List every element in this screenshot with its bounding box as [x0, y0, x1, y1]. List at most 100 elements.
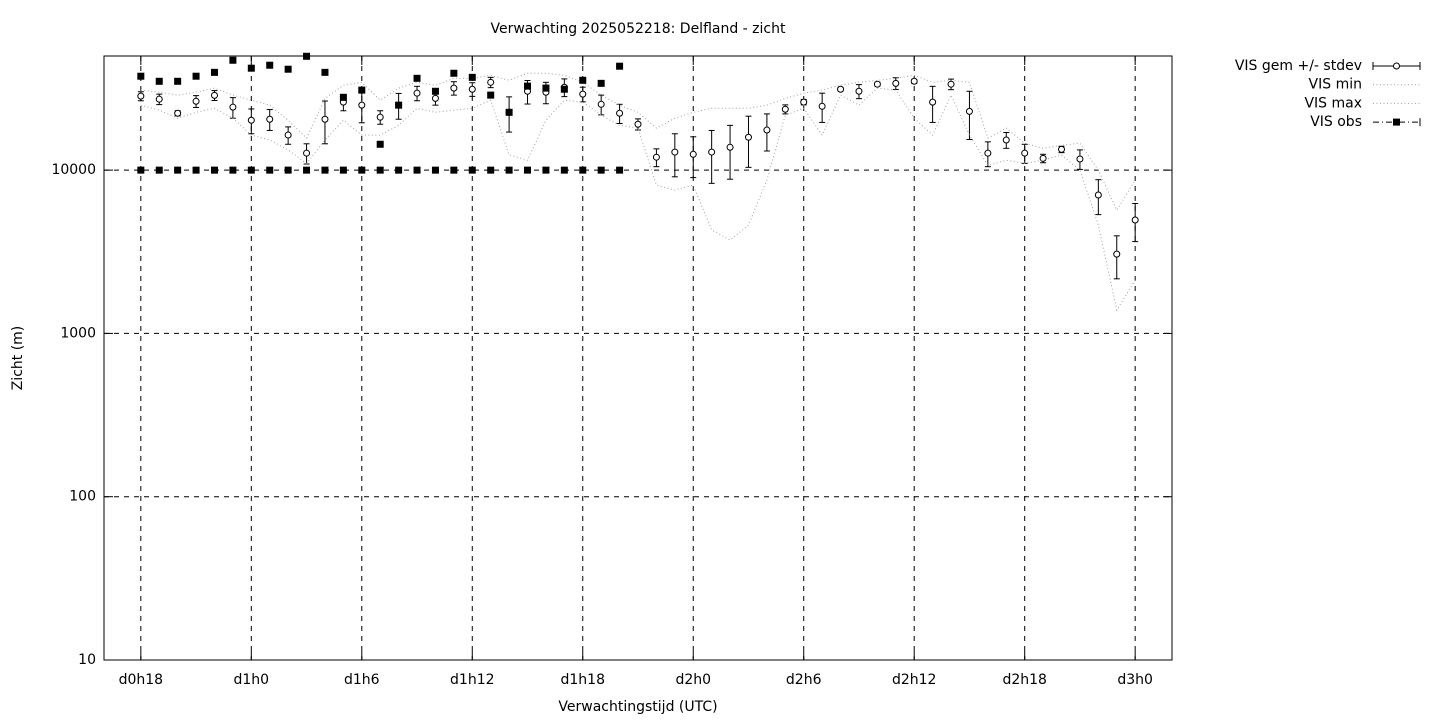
- point: [560, 166, 568, 174]
- point: [873, 80, 881, 88]
- point: [1058, 145, 1066, 153]
- point: [321, 115, 329, 123]
- legend-swatch: [1393, 118, 1400, 126]
- point: [781, 105, 789, 113]
- point: [1131, 216, 1139, 224]
- point: [431, 87, 439, 95]
- point: [505, 108, 513, 116]
- x-tick-label: d3h0: [1117, 672, 1153, 688]
- point: [579, 166, 587, 174]
- point: [247, 64, 255, 72]
- series-line: [140, 87, 1136, 312]
- point: [376, 166, 384, 174]
- point: [284, 65, 292, 73]
- point: [155, 166, 163, 174]
- point: [763, 126, 771, 134]
- point: [800, 98, 808, 106]
- point: [1039, 154, 1047, 162]
- point: [1076, 155, 1084, 163]
- point: [1002, 136, 1010, 144]
- point: [321, 68, 329, 76]
- x-tick-label: d1h12: [450, 672, 494, 688]
- x-tick-label: d1h0: [234, 672, 270, 688]
- point: [431, 94, 439, 102]
- point: [303, 149, 311, 157]
- y-tick-label: 100: [69, 489, 96, 505]
- point: [174, 166, 182, 174]
- point: [487, 78, 495, 86]
- point: [155, 95, 163, 103]
- point: [450, 69, 458, 77]
- x-axis-label: Verwachtingstijd (UTC): [558, 699, 717, 715]
- series-line: [140, 72, 1136, 212]
- legend-label: VIS obs: [1310, 114, 1362, 130]
- point: [192, 97, 200, 105]
- point: [137, 72, 145, 80]
- point: [395, 101, 403, 109]
- point: [413, 89, 421, 97]
- y-tick-label: 10: [78, 652, 96, 668]
- point: [210, 68, 218, 76]
- point: [413, 166, 421, 174]
- x-tick-label: d1h18: [561, 672, 605, 688]
- point: [229, 103, 237, 111]
- point: [358, 101, 366, 109]
- point: [450, 84, 458, 92]
- point: [210, 91, 218, 99]
- point: [1113, 250, 1121, 258]
- point: [376, 140, 384, 148]
- point: [247, 116, 255, 124]
- point: [634, 120, 642, 128]
- point: [468, 85, 476, 93]
- point: [616, 166, 624, 174]
- point: [984, 149, 992, 157]
- point: [487, 91, 495, 99]
- point: [560, 85, 568, 93]
- point: [542, 166, 550, 174]
- point: [579, 90, 587, 98]
- point: [965, 107, 973, 115]
- point: [744, 133, 752, 141]
- legend-label: VIS min: [1309, 77, 1362, 93]
- point: [1094, 191, 1102, 199]
- point: [597, 166, 605, 174]
- point: [376, 113, 384, 121]
- point: [837, 85, 845, 93]
- point: [137, 166, 145, 174]
- point: [450, 166, 458, 174]
- point: [524, 166, 532, 174]
- point: [597, 79, 605, 87]
- point: [892, 79, 900, 87]
- point: [303, 52, 311, 60]
- point: [652, 153, 660, 161]
- point: [137, 92, 145, 100]
- point: [192, 72, 200, 80]
- point: [524, 82, 532, 90]
- point: [505, 166, 513, 174]
- point: [929, 98, 937, 106]
- point: [818, 102, 826, 110]
- point: [726, 143, 734, 151]
- point: [266, 61, 274, 69]
- point: [468, 73, 476, 81]
- legend-swatch: [1393, 62, 1400, 70]
- point: [210, 166, 218, 174]
- x-tick-label: d2h0: [675, 672, 711, 688]
- point: [155, 77, 163, 85]
- point: [947, 80, 955, 88]
- point: [689, 150, 697, 158]
- point: [468, 166, 476, 174]
- legend-label: VIS gem +/- stdev: [1235, 58, 1362, 74]
- x-tick-label: d2h12: [892, 672, 936, 688]
- point: [358, 166, 366, 174]
- y-axis-label: Zicht (m): [10, 326, 26, 391]
- point: [303, 166, 311, 174]
- point: [339, 166, 347, 174]
- y-tick-label: 1000: [60, 325, 96, 341]
- point: [229, 166, 237, 174]
- point: [247, 166, 255, 174]
- point: [192, 166, 200, 174]
- point: [339, 93, 347, 101]
- point: [597, 100, 605, 108]
